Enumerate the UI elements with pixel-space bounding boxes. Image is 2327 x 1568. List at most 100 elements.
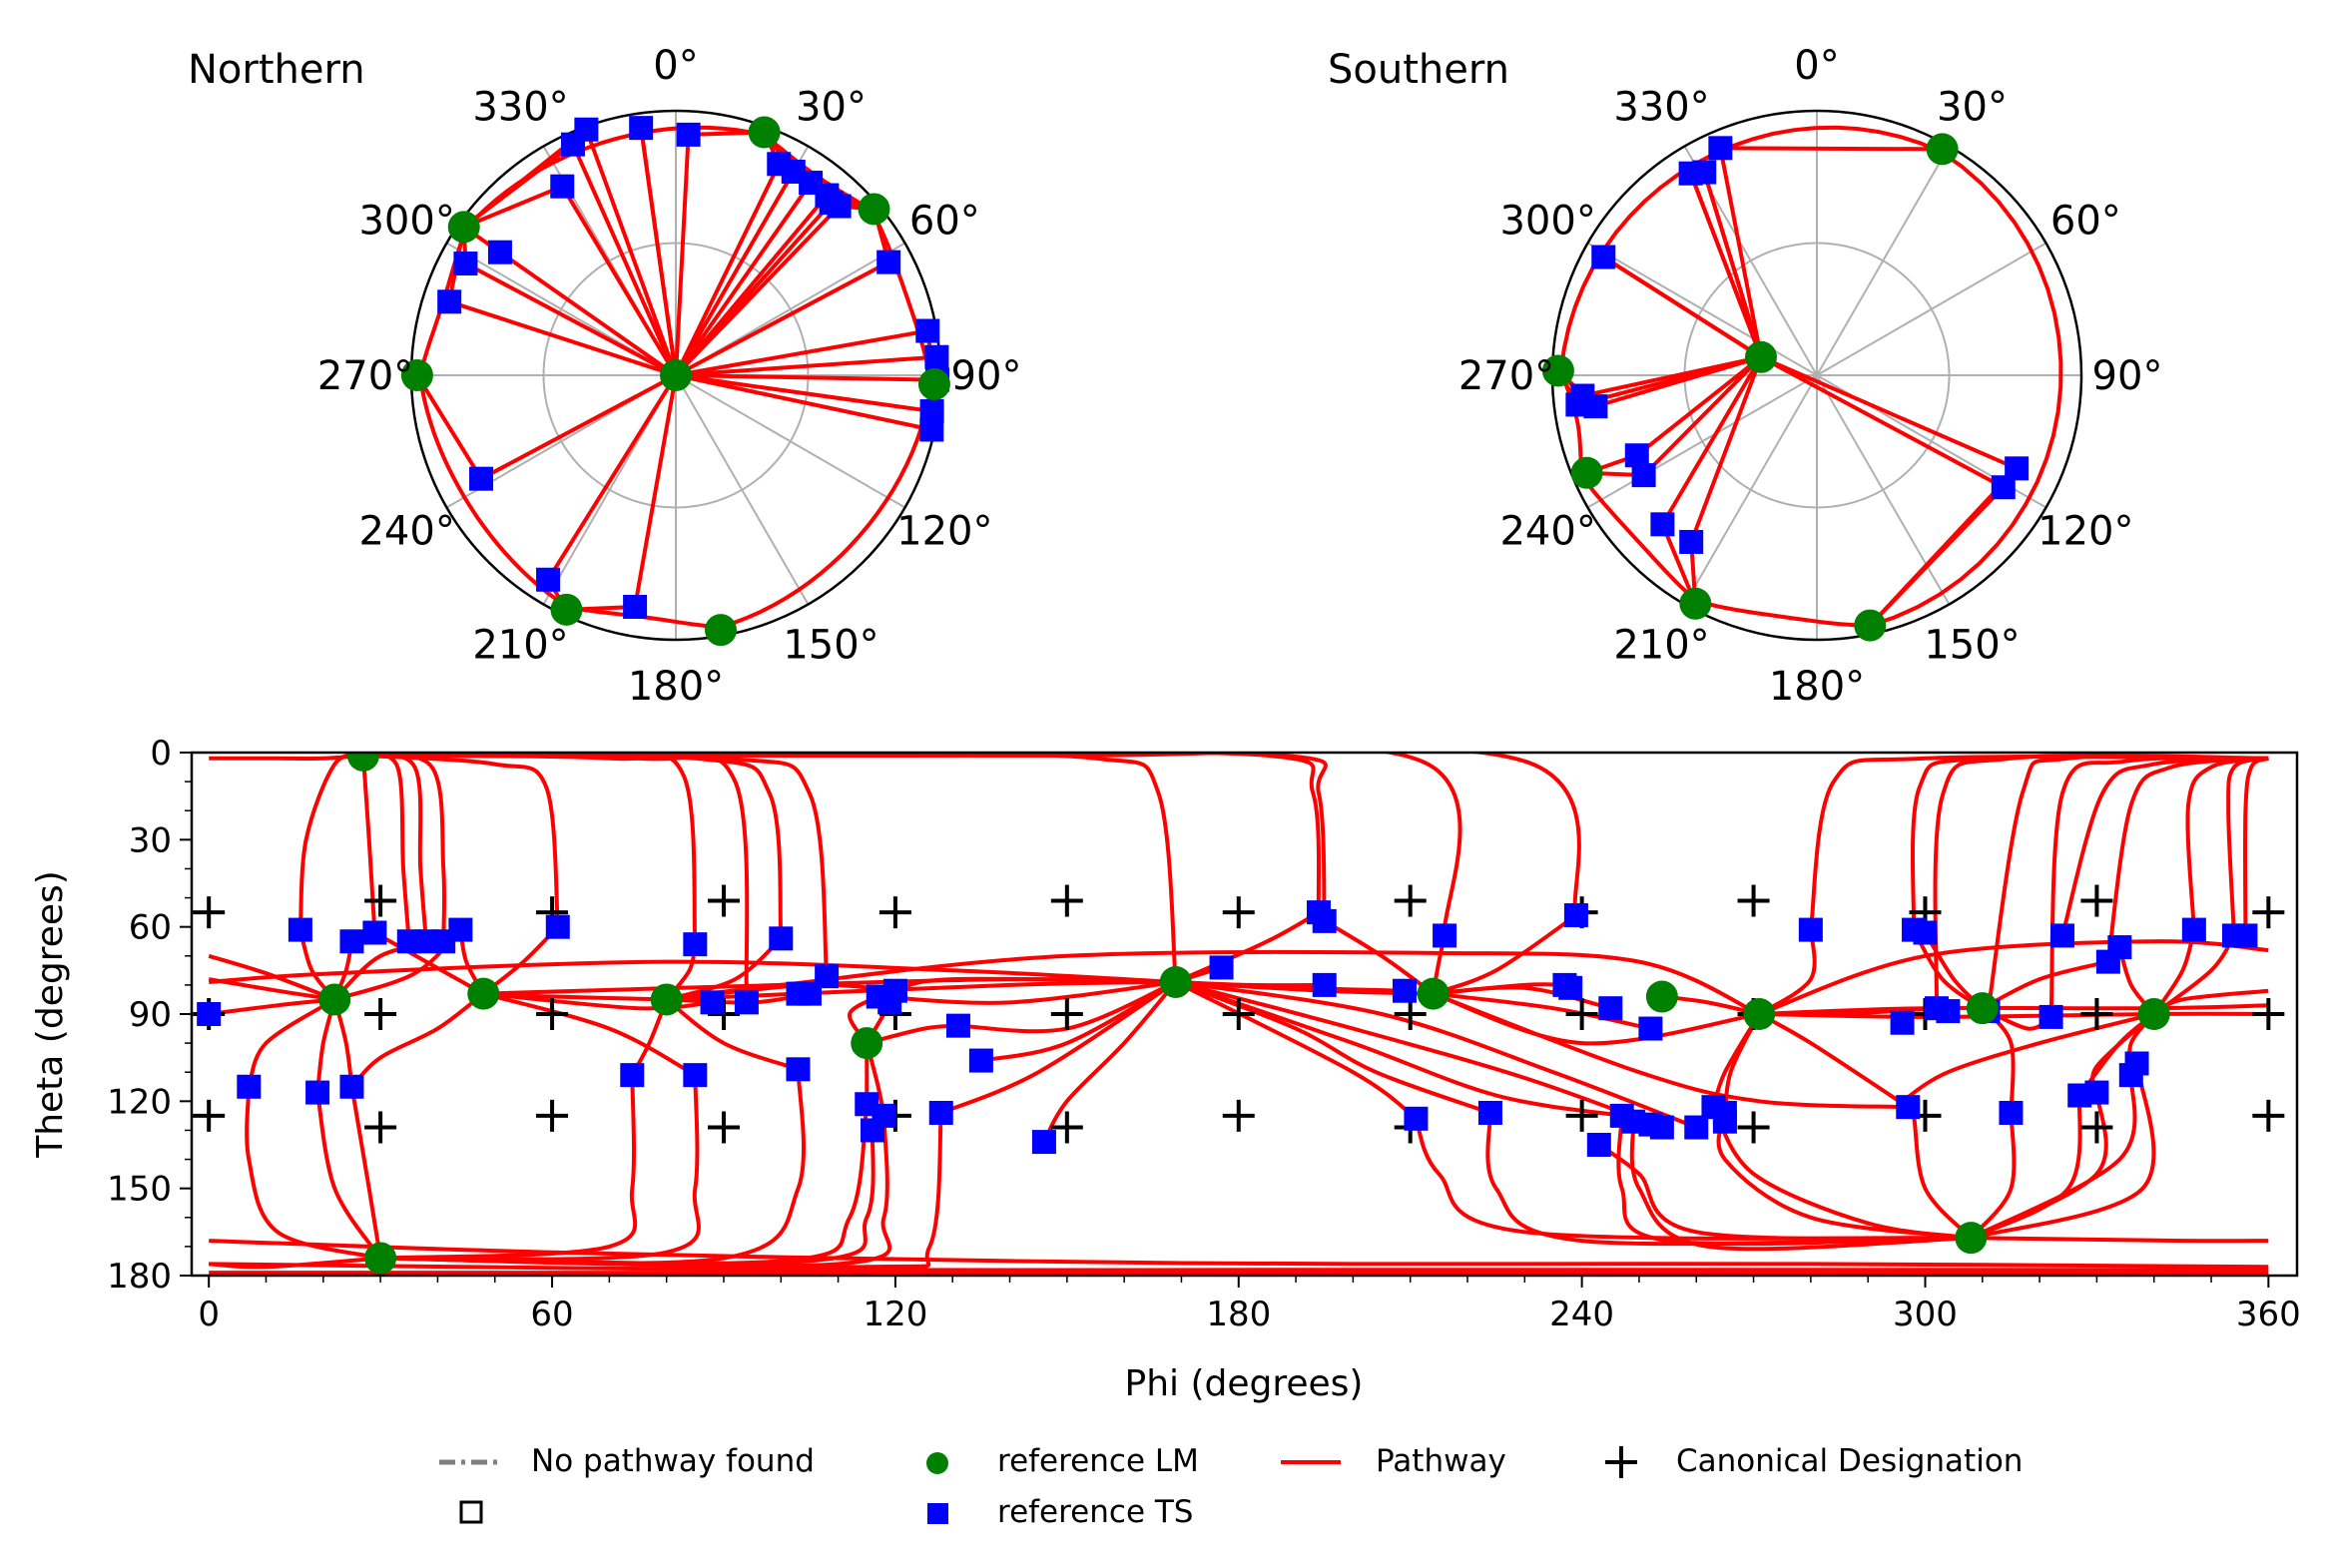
northern-polar-plot: Northern 0° 30° 60° 90° 120° 150° 180° 210° 240°… (188, 43, 1021, 710)
legend-label-no-pathway: No pathway found (531, 1443, 815, 1479)
lm-marker (660, 359, 692, 391)
projection-pathway (1175, 980, 1697, 1130)
canonical-marker (1737, 884, 1770, 917)
ts-marker (924, 344, 949, 369)
lm-marker (1159, 965, 1192, 998)
polar-rim-pathway (1579, 473, 1699, 603)
ts-marker (676, 122, 701, 147)
canonical-marker (707, 884, 740, 917)
polar-pathway-line (498, 251, 678, 377)
projection-pathway (2105, 756, 2269, 962)
projection-pathway (1981, 959, 2109, 1010)
lm-marker (1743, 998, 1776, 1030)
polar-rim-pathway (417, 374, 569, 609)
lm-marker (851, 1027, 883, 1060)
projection-pathway (209, 959, 1176, 984)
lm-marker (1955, 1222, 1988, 1255)
ts-marker (1563, 903, 1588, 928)
x-tick-label: 300 (1893, 1295, 1958, 1334)
ts-marker (197, 1002, 222, 1026)
polar-rim-pathway (1869, 150, 2063, 628)
projection-pathway (1175, 980, 1623, 1118)
ts-marker (815, 964, 840, 989)
polar-pathway-line (674, 171, 796, 377)
projection-pathway (1174, 980, 1491, 1115)
projection-pathway (362, 753, 1328, 921)
canonical-marker (1050, 884, 1083, 917)
projection-pathway (1901, 1012, 2155, 1103)
polar-pathway-line (462, 184, 564, 230)
polar-grid-spoke (1816, 146, 1951, 376)
polar-pathway-line (1642, 355, 1763, 477)
canonical-marker (364, 1111, 397, 1144)
projection-pathway (2226, 756, 2269, 936)
projection-pathway (315, 1092, 382, 1260)
canonical-marker (364, 998, 397, 1030)
canonical-marker (2080, 884, 2113, 917)
ts-marker (1477, 1100, 1502, 1125)
lm-marker (1417, 977, 1450, 1010)
polar-angle-label: 30° (1937, 85, 2008, 131)
projection-pathway (2243, 756, 2270, 936)
ts-marker (2050, 923, 2075, 948)
ts-marker (872, 1103, 896, 1128)
ts-marker (1913, 920, 1938, 945)
projection-pathway (362, 753, 698, 945)
polar-pathway-line (1602, 255, 1763, 359)
canonical-marker (1565, 1099, 1598, 1132)
projection-pathway (209, 753, 364, 762)
y-tick-label: 120 (107, 1082, 172, 1122)
canonical-marker (1222, 1099, 1255, 1132)
x-axis-label: Phi (degrees) (1125, 1363, 1364, 1404)
y-tick-label: 150 (107, 1170, 172, 1210)
x-tick-label: 0 (198, 1295, 220, 1334)
polar-angle-label: 0° (1794, 43, 1839, 89)
ts-marker (683, 932, 708, 957)
ts-marker (453, 252, 478, 276)
y-tick-label: 30 (129, 820, 172, 860)
polar-pathway-line (1688, 173, 1763, 358)
x-tick-label: 360 (2236, 1295, 2301, 1334)
canonical-marker (1050, 1111, 1083, 1144)
ts-marker (2084, 1080, 2109, 1105)
ts-marker (2107, 935, 2132, 960)
projection-pathway (362, 753, 1322, 913)
projection-pathway (209, 1239, 2269, 1270)
polar-angle-label: 330° (472, 85, 568, 131)
polar-angle-label: 270° (317, 353, 413, 399)
polar-rim-pathway (1559, 369, 1584, 476)
ts-marker (536, 567, 561, 592)
projection-pathway (877, 980, 1176, 1005)
polar-grid-spoke (1816, 242, 2046, 376)
polar-pathway-line (1660, 355, 1763, 526)
polar-angle-label: 30° (796, 85, 867, 131)
ts-marker (1936, 999, 1961, 1024)
legend-green-circle-icon (926, 1452, 948, 1474)
polar-angle-label: 60° (2050, 199, 2121, 245)
southern-ts-markers (1565, 136, 2030, 554)
projection-pathway (666, 949, 1761, 1016)
polar-pathway-line (675, 354, 937, 377)
legend-item-reference-lm: reference LM (926, 1443, 1199, 1479)
polar-pathway-line (584, 129, 678, 376)
lm-marker (364, 1242, 397, 1275)
ts-marker (1708, 136, 1733, 161)
projection-pathway (940, 980, 1177, 1115)
ts-marker (1991, 475, 2016, 500)
polar-angle-label: 120° (2037, 509, 2133, 555)
polar-angle-label: 60° (909, 199, 980, 245)
projection-pathway (1042, 980, 1178, 1144)
lm-marker (400, 359, 433, 391)
ts-marker (1598, 996, 1623, 1021)
legend-blue-square-icon (927, 1503, 948, 1524)
ts-marker (1679, 529, 1704, 554)
projection-frame (190, 751, 2299, 1278)
x-tick-label: 240 (1549, 1295, 1614, 1334)
legend-label-pathway: Pathway (1376, 1443, 1506, 1479)
projection-pathway (1759, 1011, 2269, 1019)
lm-marker (748, 116, 781, 149)
ts-marker (362, 920, 387, 945)
projection-pathway (350, 992, 485, 1089)
projection-pathway (2152, 988, 2269, 1016)
y-tick-label: 60 (129, 908, 172, 948)
